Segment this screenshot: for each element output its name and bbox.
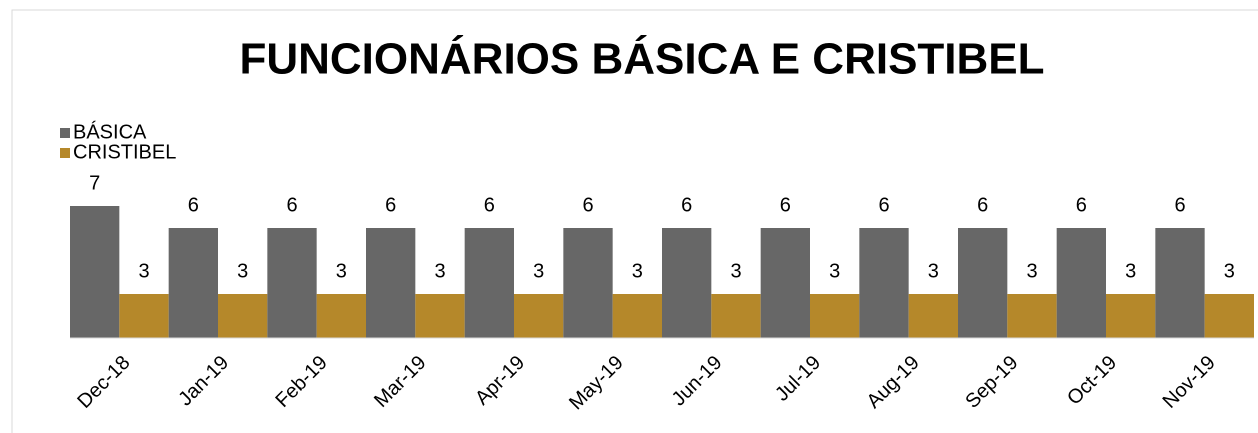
value-label: 3 — [1026, 260, 1037, 282]
value-label: 6 — [188, 194, 199, 216]
bar — [1056, 228, 1106, 338]
bar — [711, 294, 761, 338]
bar — [119, 294, 169, 338]
value-label: 6 — [1076, 194, 1087, 216]
value-label: 3 — [829, 260, 840, 282]
bar — [760, 228, 810, 338]
bar — [1204, 294, 1254, 338]
legend-swatch — [60, 128, 70, 138]
value-label: 6 — [286, 194, 297, 216]
legend-label: CRISTIBEL — [73, 141, 176, 163]
value-label: 6 — [484, 194, 495, 216]
legend-label: BÁSICA — [73, 120, 147, 143]
value-label: 6 — [385, 194, 396, 216]
bar — [958, 228, 1008, 338]
bar — [218, 294, 268, 338]
bar — [168, 228, 218, 338]
value-label: 6 — [878, 194, 889, 216]
bar — [316, 294, 366, 338]
value-label: 3 — [1224, 260, 1235, 282]
legend-swatch — [60, 148, 70, 158]
bar — [1007, 294, 1057, 338]
bar — [267, 228, 317, 338]
value-label: 6 — [977, 194, 988, 216]
bar — [1106, 294, 1156, 338]
chart-title: FUNCIONÁRIOS BÁSICA E CRISTIBEL — [239, 34, 1044, 84]
bar — [908, 294, 958, 338]
value-label: 3 — [138, 260, 149, 282]
bar — [1155, 228, 1205, 338]
value-label: 3 — [632, 260, 643, 282]
value-label: 3 — [237, 260, 248, 282]
bar — [563, 228, 613, 338]
value-label: 7 — [89, 172, 100, 194]
value-label: 3 — [336, 260, 347, 282]
bar — [415, 294, 465, 338]
value-label: 3 — [1125, 260, 1136, 282]
chart-border — [11, 9, 1258, 433]
value-label: 6 — [780, 194, 791, 216]
bar — [859, 228, 909, 338]
bar — [514, 294, 564, 338]
value-label: 6 — [1174, 194, 1185, 216]
bar — [366, 228, 416, 338]
bar — [612, 294, 662, 338]
value-label: 3 — [928, 260, 939, 282]
bar — [70, 206, 120, 338]
value-label: 6 — [582, 194, 593, 216]
bar — [464, 228, 514, 338]
bar — [662, 228, 712, 338]
bar — [810, 294, 860, 338]
value-label: 3 — [533, 260, 544, 282]
value-label: 3 — [434, 260, 445, 282]
value-label: 6 — [681, 194, 692, 216]
value-label: 3 — [730, 260, 741, 282]
